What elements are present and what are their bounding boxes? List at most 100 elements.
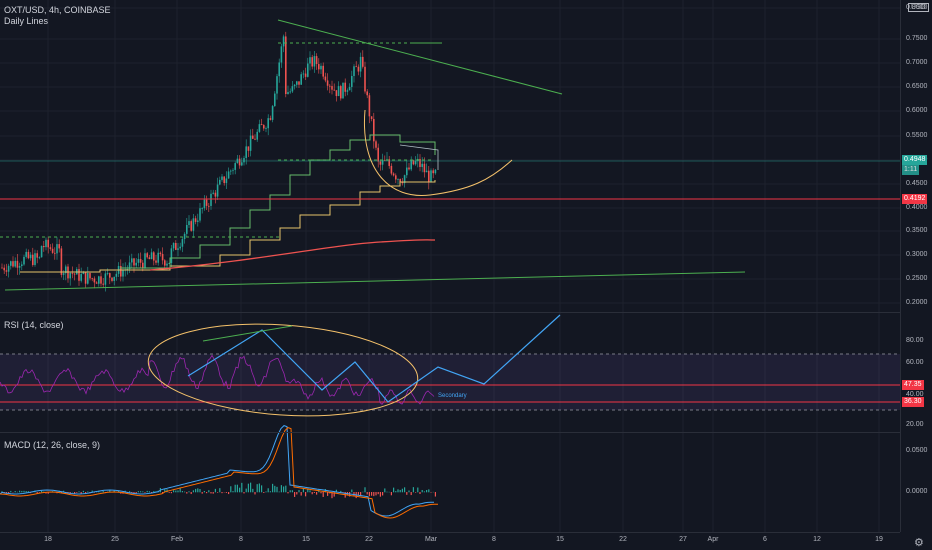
macd-histogram-bar [300,492,302,496]
macd-histogram-bar [148,491,150,493]
candle-body [269,118,272,120]
candle-body [183,233,186,240]
candle-body [309,57,311,64]
candle-body [307,63,309,77]
candle-body [256,131,258,140]
time-tick: 6 [763,536,767,543]
study-legend[interactable]: Daily Lines [4,16,49,26]
candle-body [320,65,322,70]
macd-histogram-bar [252,488,254,493]
macd-histogram-bar [232,491,234,493]
macd-histogram-bar [195,488,197,493]
candle-body [115,273,118,277]
candle-body [238,158,241,166]
candle-body [175,242,177,250]
candle-body [232,169,234,171]
rsi-elliott-drawing [187,314,561,403]
macd-histogram-bar [190,492,192,495]
candle-body [230,170,232,172]
macd-histogram-bar [362,491,364,493]
ma-red [149,239,436,271]
candle-body [82,272,85,275]
candle-body [221,176,223,180]
candle-body [73,273,76,275]
macd-histogram-bar [175,490,177,493]
candle-body [289,91,291,93]
candle-body [54,252,56,254]
macd-histogram-bar [274,485,276,493]
candle-body [406,167,408,176]
candle-body [370,116,373,119]
macd-histogram-bar [168,492,170,493]
candle-body [164,260,166,266]
candle-body [36,253,38,258]
candle-body [379,161,382,165]
macd-histogram-bar [305,492,307,497]
candle-body [203,199,206,209]
candle-body [168,262,170,264]
macd-histogram-bar [316,492,318,495]
candle-body [234,163,236,170]
candle-body [197,220,199,222]
time-tick: 8 [239,536,243,543]
candle-body [311,57,313,67]
price-axis[interactable] [900,0,932,532]
candle-body [219,179,221,185]
candle-body [144,253,146,268]
macd-histogram-bar [397,489,399,493]
candle-body [40,245,43,258]
candle-body [210,193,212,206]
current-price-tag: 0.4948 [902,155,928,165]
macd-histogram-bar [236,484,238,493]
candle-body [274,93,276,107]
macd-histogram-bar [181,491,183,493]
time-tick: 15 [302,536,310,543]
macd-histogram-bar [291,490,293,493]
secondary-annotation[interactable]: Secondary [438,393,467,399]
macd-histogram-bar [256,484,258,493]
macd-histogram-bar [313,492,315,493]
candle-body [342,82,344,99]
candle-body [150,252,153,260]
currency-button[interactable]: USD [908,3,929,12]
pane-separator-rsi[interactable] [0,312,900,313]
candle-body [106,273,109,274]
pane-separator-macd[interactable] [0,432,900,433]
candle-body [102,283,104,285]
time-tick: 18 [44,536,52,543]
macd-histogram-bar [265,491,267,493]
candle-body [337,86,340,97]
candle-body [78,269,80,281]
time-tick: 25 [111,536,119,543]
time-tick: 8 [492,536,496,543]
macd-legend[interactable]: MACD (12, 26, close, 9) [4,440,101,450]
macd-histogram-bar [228,492,230,495]
cup-arc [363,109,513,197]
candle-body [430,170,432,183]
candle-body [113,276,115,281]
symbol-legend[interactable]: OXT/USD, 4h, COINBASE [4,5,111,15]
candle-body [223,176,225,183]
macd-histogram-bar [285,485,287,493]
rsi-ellipse [147,323,419,417]
macd-tick: 0.0500 [906,447,928,454]
macd-histogram-bar [276,486,278,493]
candle-body [194,218,197,222]
candle-body [318,64,320,70]
candle-body [241,162,243,166]
candle-body [254,138,256,140]
macd-histogram-bar [113,490,115,493]
candle-body [62,273,65,275]
macd-histogram-bar [364,487,366,493]
candle-body [25,251,27,257]
macd-histogram-bar [133,492,135,494]
macd-histogram-bar [184,491,186,493]
macd-histogram-bar [294,492,296,497]
rsi-legend[interactable]: RSI (14, close) [4,320,64,330]
macd-histogram-bar [82,490,84,493]
macd-histogram-bar [197,488,199,493]
macd-histogram-bar [118,490,120,493]
candle-body [214,192,217,197]
gear-icon[interactable]: ⚙ [914,537,924,549]
